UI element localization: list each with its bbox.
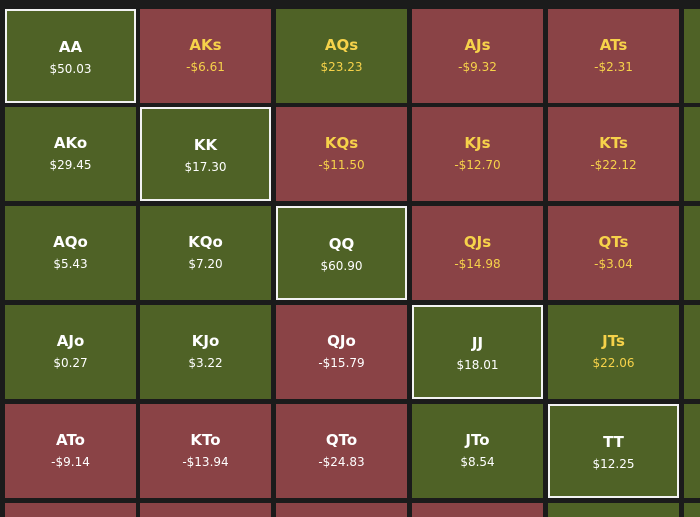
hand-value: $3.22 [188, 356, 223, 370]
hand-value: -$9.14 [51, 455, 90, 469]
hand-cell[interactable]: TT $12.25 [548, 404, 679, 498]
hand-label: KQo [188, 233, 223, 251]
partial-cell [684, 206, 700, 300]
partial-cell [548, 503, 679, 517]
hand-value: $8.54 [460, 455, 495, 469]
hand-label: AQs [324, 36, 359, 54]
hand-label: KTo [190, 431, 221, 449]
hand-cell[interactable]: JTs $22.06 [548, 305, 679, 399]
hand-value: $0.27 [53, 356, 88, 370]
hand-label: JJ [471, 334, 484, 352]
hand-label: AKo [53, 134, 88, 152]
hand-cell[interactable]: KJs -$12.70 [412, 107, 543, 201]
hand-label: AJo [56, 332, 85, 350]
hand-label: TT [603, 433, 624, 451]
hand-cell[interactable]: KK $17.30 [140, 107, 271, 201]
hand-value: -$22.12 [590, 158, 637, 172]
hand-cell[interactable]: QJo -$15.79 [276, 305, 407, 399]
hand-label: QJo [327, 332, 356, 350]
hand-value: $22.06 [592, 356, 635, 370]
hand-label: QTs [598, 233, 629, 251]
partial-cell [684, 305, 700, 399]
hand-label: AJs [464, 36, 491, 54]
partial-cell [412, 503, 543, 517]
hand-label: AA [58, 38, 83, 56]
hand-label: ATs [599, 36, 628, 54]
hand-value: $23.23 [320, 60, 363, 74]
hand-label: JTs [602, 332, 625, 350]
hand-label: AQo [53, 233, 88, 251]
partial-cell [684, 107, 700, 201]
partial-cell [5, 503, 136, 517]
hand-label: KJo [191, 332, 220, 350]
hand-label: KJs [464, 134, 491, 152]
hand-cell[interactable]: AQo $5.43 [5, 206, 136, 300]
hand-value: -$14.98 [454, 257, 501, 271]
hand-value: -$9.32 [458, 60, 497, 74]
hand-cell[interactable]: AKo $29.45 [5, 107, 136, 201]
hand-label: KQs [324, 134, 359, 152]
hand-value: -$3.04 [594, 257, 633, 271]
hand-cell[interactable]: KQo $7.20 [140, 206, 271, 300]
hand-value: -$12.70 [454, 158, 501, 172]
hand-label: KTs [599, 134, 628, 152]
partial-cell [140, 503, 271, 517]
hand-cell[interactable]: KQs -$11.50 [276, 107, 407, 201]
hand-cell[interactable]: AKs -$6.61 [140, 9, 271, 103]
hand-value: -$2.31 [594, 60, 633, 74]
hand-label: KK [193, 136, 218, 154]
hand-cell[interactable]: KTs -$22.12 [548, 107, 679, 201]
hand-value: -$15.79 [318, 356, 365, 370]
hand-label: QQ [328, 235, 355, 253]
hand-value: -$13.94 [182, 455, 229, 469]
hand-cell[interactable]: KTo -$13.94 [140, 404, 271, 498]
hand-value: $7.20 [188, 257, 223, 271]
hand-cell[interactable]: ATs -$2.31 [548, 9, 679, 103]
hand-value: -$11.50 [318, 158, 365, 172]
hand-label: JTo [465, 431, 490, 449]
hand-cell[interactable]: QJs -$14.98 [412, 206, 543, 300]
partial-cell [684, 404, 700, 498]
hand-value: $12.25 [592, 457, 635, 471]
hand-cell[interactable]: AQs $23.23 [276, 9, 407, 103]
hand-label: QTo [325, 431, 358, 449]
hand-cell[interactable]: JJ $18.01 [412, 305, 543, 399]
hand-label: ATo [56, 431, 85, 449]
partial-cell [684, 9, 700, 103]
partial-cell [684, 503, 700, 517]
hand-cell[interactable]: KJo $3.22 [140, 305, 271, 399]
hand-value: $17.30 [184, 160, 227, 174]
hand-label: AKs [189, 36, 222, 54]
hand-cell[interactable]: QTs -$3.04 [548, 206, 679, 300]
hand-value: $18.01 [456, 358, 499, 372]
hand-value: $50.03 [49, 62, 92, 76]
hand-cell[interactable]: JTo $8.54 [412, 404, 543, 498]
hand-value: $5.43 [53, 257, 88, 271]
hand-value: $29.45 [49, 158, 92, 172]
hand-cell[interactable]: AJo $0.27 [5, 305, 136, 399]
partial-cell [276, 503, 407, 517]
hand-cell[interactable]: AJs -$9.32 [412, 9, 543, 103]
hand-label: QJs [463, 233, 492, 251]
hand-value: -$6.61 [186, 60, 225, 74]
hand-cell[interactable]: ATo -$9.14 [5, 404, 136, 498]
hand-value: $60.90 [320, 259, 363, 273]
hand-value: -$24.83 [318, 455, 365, 469]
hand-cell[interactable]: QTo -$24.83 [276, 404, 407, 498]
hand-cell[interactable]: AA $50.03 [5, 9, 136, 103]
hand-cell[interactable]: QQ $60.90 [276, 206, 407, 300]
